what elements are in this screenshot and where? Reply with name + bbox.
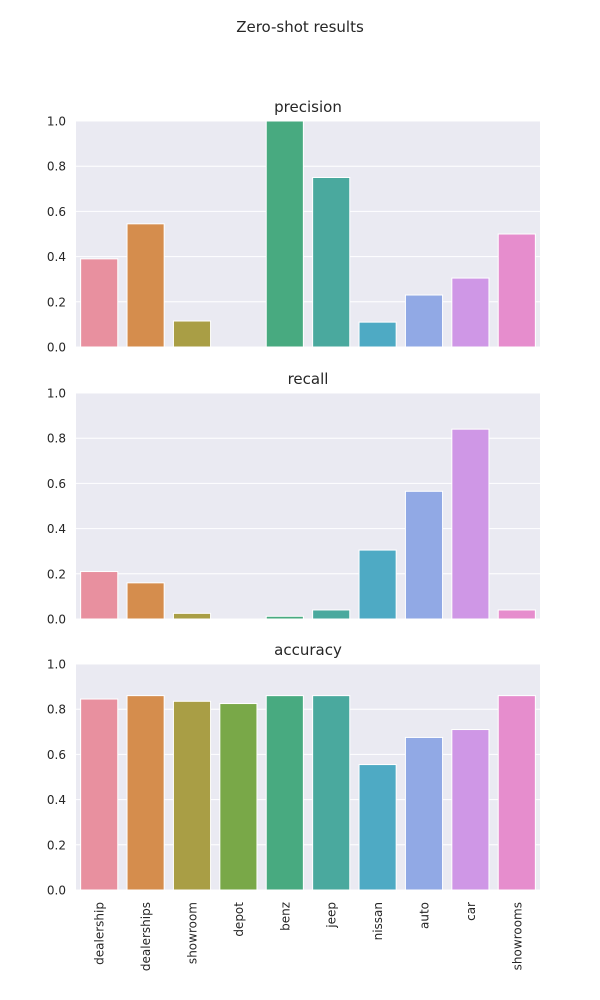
bar-precision-auto xyxy=(404,294,444,348)
bar-recall-dealerships xyxy=(126,582,165,620)
x-tick-label: car xyxy=(464,902,478,921)
subplot-title-recall: recall xyxy=(288,370,329,388)
y-tick-label: 0.6 xyxy=(47,477,66,491)
subplot-accuracy: accuracy 0.0 0.2 0.4 0.6 0.8 1.0 xyxy=(47,641,540,898)
y-tick-label: 1.0 xyxy=(47,387,66,401)
y-tick-label: 0.4 xyxy=(47,250,66,264)
bar-recall-benz xyxy=(265,615,304,620)
bar-recall-showrooms xyxy=(497,609,536,620)
bar-accuracy-dealership xyxy=(80,698,119,891)
y-tick-label: 0.0 xyxy=(47,613,66,627)
bar-recall-auto xyxy=(404,490,444,620)
y-tick-label: 0.2 xyxy=(47,567,66,581)
subplot-recall: recall 0.0 0.2 0.4 0.6 0.8 1.0 xyxy=(47,370,540,627)
x-tick-label: nissan xyxy=(371,902,385,940)
x-tick-label: dealerships xyxy=(139,902,153,971)
bar-precision-nissan xyxy=(358,321,397,348)
x-tick-label: showroom xyxy=(186,902,200,964)
bar-precision-jeep xyxy=(312,177,351,348)
bar-accuracy-depot xyxy=(219,703,258,891)
x-tick-label: dealership xyxy=(93,902,107,965)
bar-precision-showrooms xyxy=(497,233,536,348)
x-tick-label: auto xyxy=(418,902,432,929)
y-tick-label: 0.2 xyxy=(47,838,66,852)
figure-title: Zero-shot results xyxy=(236,18,364,36)
y-tick-label: 0.8 xyxy=(47,160,66,174)
bar-precision-benz xyxy=(265,120,304,348)
subplots: precision 0.0 0.2 0.4 0.6 0.8 1.0 recall 0.0 0.2 0… xyxy=(47,98,540,971)
x-tick-label: depot xyxy=(232,902,246,937)
bar-accuracy-nissan xyxy=(358,764,397,891)
y-tick-label: 0.4 xyxy=(47,522,66,536)
subplot-title-precision: precision xyxy=(274,98,342,116)
bar-recall-showroom xyxy=(172,612,212,620)
subplot-precision: precision 0.0 0.2 0.4 0.6 0.8 1.0 xyxy=(47,98,540,355)
y-tick-label: 0.8 xyxy=(47,703,66,717)
y-tick-label: 0.0 xyxy=(47,341,66,355)
bar-precision-dealerships xyxy=(126,223,165,348)
bar-recall-dealership xyxy=(80,571,119,620)
bar-recall-car xyxy=(451,428,490,620)
x-tick-label: showrooms xyxy=(510,902,524,970)
bar-accuracy-auto xyxy=(404,736,444,891)
y-tick-label: 0.2 xyxy=(47,295,66,309)
subplot-title-accuracy: accuracy xyxy=(274,641,342,659)
x-tick-label: jeep xyxy=(325,902,339,929)
y-tick-label: 0.4 xyxy=(47,793,66,807)
bar-accuracy-showrooms xyxy=(497,695,536,891)
bar-accuracy-benz xyxy=(265,695,304,891)
y-tick-label: 1.0 xyxy=(47,658,66,672)
bar-recall-nissan xyxy=(358,549,397,620)
bar-precision-dealership xyxy=(80,258,119,348)
bar-precision-car xyxy=(451,277,490,348)
x-tick-label: benz xyxy=(278,902,292,931)
y-tick-label: 0.6 xyxy=(47,748,66,762)
bar-accuracy-dealerships xyxy=(126,695,165,891)
bar-accuracy-jeep xyxy=(312,695,351,891)
y-tick-label: 0.8 xyxy=(47,432,66,446)
bar-accuracy-car xyxy=(451,729,490,891)
bar-recall-jeep xyxy=(312,609,351,620)
y-tick-label: 0.0 xyxy=(47,884,66,898)
bar-precision-showroom xyxy=(172,320,212,348)
y-tick-label: 1.0 xyxy=(47,115,66,129)
bar-accuracy-showroom xyxy=(172,700,212,891)
y-tick-label: 0.6 xyxy=(47,205,66,219)
